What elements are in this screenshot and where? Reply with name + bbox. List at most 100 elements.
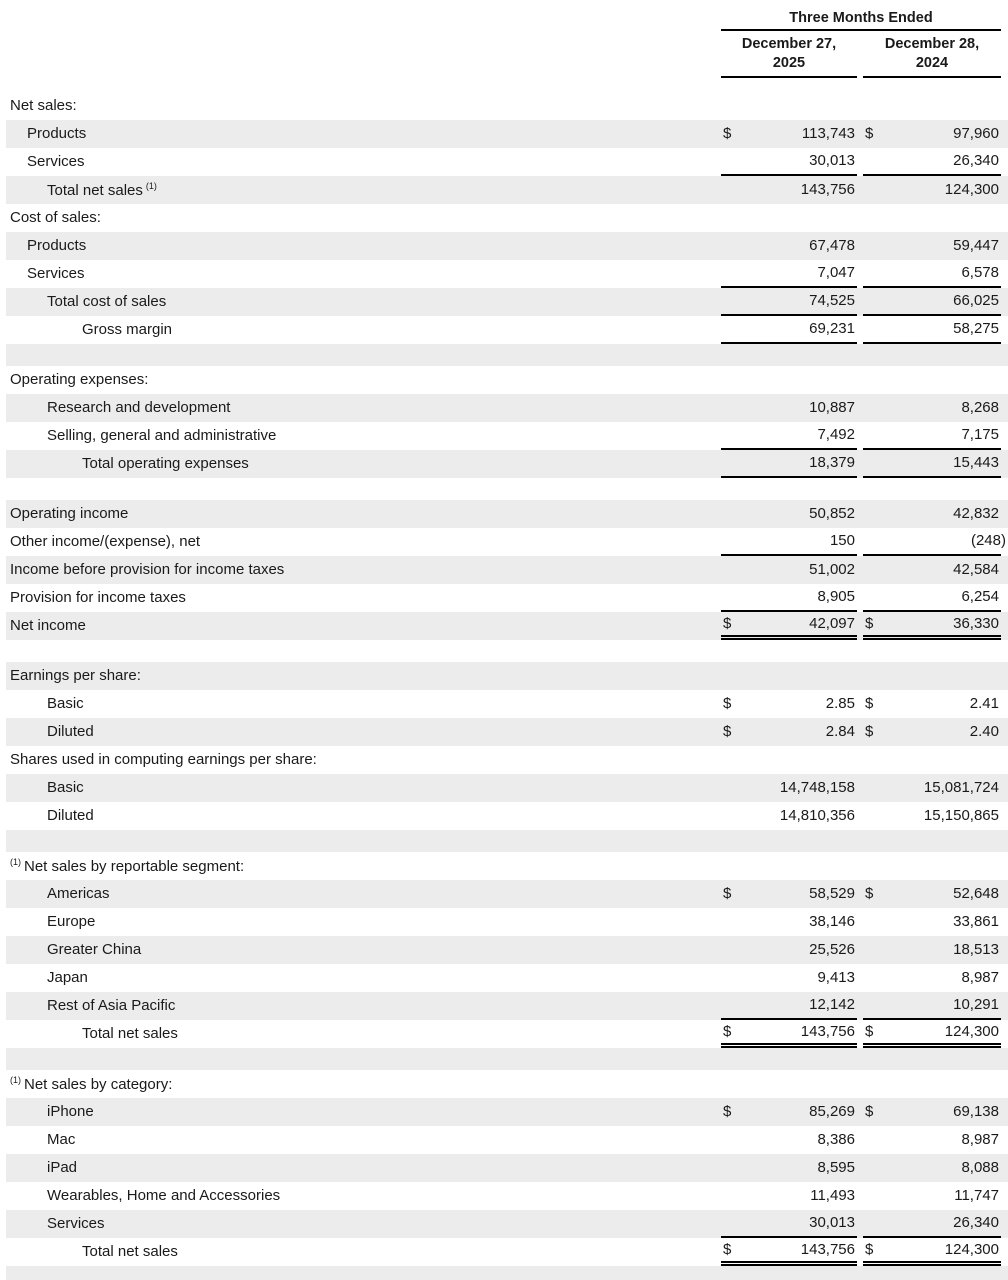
value-cell: 124,300	[863, 176, 1001, 204]
table-row: Operating income 50,852 42,832	[6, 499, 1008, 528]
cell-value: 7,047	[817, 264, 855, 282]
cell-value: 143,756	[800, 1240, 855, 1258]
cell-value: 8,088	[961, 1159, 999, 1177]
value-cell: 15,443	[863, 450, 1001, 478]
cell-value: 85,269	[809, 1103, 855, 1121]
cell-value: 18,379	[809, 454, 855, 472]
section-label: Earnings per share:	[10, 667, 141, 685]
row-label: Services	[27, 153, 85, 171]
row-label: Greater China	[47, 941, 142, 959]
dollar-sign: $	[723, 614, 732, 632]
cell-value: 52,648	[953, 885, 999, 903]
value-cell: 150	[721, 528, 857, 556]
cell-value: 2.85	[825, 695, 855, 713]
cell-value: 42,584	[953, 561, 999, 579]
dollar-sign: $	[865, 1240, 874, 1258]
row-label: Products	[27, 125, 87, 143]
cell-value: 30,013	[809, 1214, 855, 1232]
value-cell: 26,340	[863, 148, 1001, 176]
value-cell: $124,300	[863, 1238, 1001, 1266]
row-label: Total cost of sales	[47, 293, 167, 311]
value-cell: 11,747	[863, 1182, 1001, 1210]
cell-value: 2.40	[969, 723, 999, 741]
value-cell: $124,300	[863, 1020, 1001, 1048]
value-cell: 18,513	[863, 936, 1001, 964]
cell-value: 124,300	[944, 1240, 999, 1258]
date-column-headers: December 27, 2025 December 28, 2024	[721, 34, 1001, 78]
cell-value: 15,081,724	[923, 779, 999, 797]
spacer-row	[6, 1265, 1008, 1280]
value-cell: 42,832	[863, 500, 1001, 528]
value-cell: 15,081,724	[863, 774, 1001, 802]
table-row: Basic 14,748,158 15,081,724	[6, 773, 1008, 802]
cell-value: 11,747	[954, 1187, 999, 1205]
table-row: Greater China 25,526 18,513	[6, 935, 1008, 964]
row-label: Other income/(expense), net	[10, 533, 201, 551]
row-label: Europe	[47, 913, 96, 931]
footnote-marker: (1)	[10, 856, 21, 867]
table-row: Products $113,743 $97,960	[6, 119, 1008, 148]
row-label: Diluted	[47, 723, 94, 741]
cell-value: 8,987	[961, 969, 999, 987]
cell-value: 6,578	[961, 264, 999, 282]
cell-value: 58,275	[953, 320, 999, 338]
value-cell: 14,810,356	[721, 802, 857, 830]
value-cell: $97,960	[863, 120, 1001, 148]
value-cell: 8,595	[721, 1154, 857, 1182]
value-cell: 69,231	[721, 316, 857, 344]
cell-value: 14,748,158	[779, 779, 855, 797]
cell-value: 124,300	[944, 1022, 999, 1040]
section-label: Net sales:	[10, 97, 77, 115]
table-row: Provision for income taxes 8,905 6,254	[6, 584, 1008, 612]
footnote-marker: (1)	[10, 1074, 21, 1085]
row-label: Research and development	[47, 399, 231, 417]
cell-value: (248)	[970, 532, 1006, 550]
section-header-row: Earnings per share:	[6, 661, 1008, 690]
row-label: Income before provision for income taxes	[10, 561, 285, 579]
column-header-line: December 28,	[884, 36, 980, 52]
row-label: Total net sales	[82, 1025, 178, 1043]
cell-value: 12,142	[809, 996, 855, 1014]
cell-value: 150	[829, 532, 855, 550]
table-row: Services 30,013 26,340	[6, 148, 1008, 176]
value-cell: 74,525	[721, 288, 857, 316]
column-header-prior-period: December 28, 2024	[863, 34, 1001, 78]
cell-value: 38,146	[809, 913, 855, 931]
value-cell: $113,743	[721, 120, 857, 148]
table-row: Total cost of sales 74,525 66,025	[6, 287, 1008, 316]
cell-value: 7,175	[961, 426, 999, 444]
column-header-line: December 27,	[741, 36, 837, 52]
section-label: Shares used in computing earnings per sh…	[10, 751, 317, 769]
dollar-sign: $	[723, 125, 732, 143]
row-label: Services	[27, 265, 85, 283]
row-label: Total net sales (1)	[47, 180, 157, 199]
value-cell: $2.85	[721, 690, 857, 718]
table-body: Net sales: Products $113,743 $97,960 Service…	[0, 92, 1008, 1280]
table-row: iPhone $85,269 $69,138	[6, 1097, 1008, 1126]
cell-value: 8,386	[817, 1131, 855, 1149]
cell-value: 30,013	[809, 152, 855, 170]
value-cell: 51,002	[721, 556, 857, 584]
spacer-row	[6, 640, 1008, 662]
dollar-sign: $	[723, 723, 732, 741]
cell-value: 51,002	[809, 561, 855, 579]
table-row: Other income/(expense), net 150 (248)	[6, 528, 1008, 556]
dollar-sign: $	[865, 1103, 874, 1121]
row-label: Net income	[10, 617, 86, 635]
row-label: Services	[47, 1215, 105, 1233]
value-cell: 38,146	[721, 908, 857, 936]
table-row: Mac 8,386 8,987	[6, 1126, 1008, 1154]
value-cell: 7,492	[721, 422, 857, 450]
row-label: Americas	[47, 885, 110, 903]
value-cell: 30,013	[721, 1210, 857, 1238]
cell-value: 143,756	[800, 1022, 855, 1040]
value-cell: 59,447	[863, 232, 1001, 260]
cell-value: 2.41	[969, 695, 999, 713]
value-cell: 50,852	[721, 500, 857, 528]
cell-value: 6,254	[961, 588, 999, 606]
table-row: Research and development 10,887 8,268	[6, 393, 1008, 422]
table-row: Total net sales $143,756 $124,300	[6, 1020, 1008, 1048]
row-label: Japan	[47, 969, 88, 987]
value-cell: 18,379	[721, 450, 857, 478]
